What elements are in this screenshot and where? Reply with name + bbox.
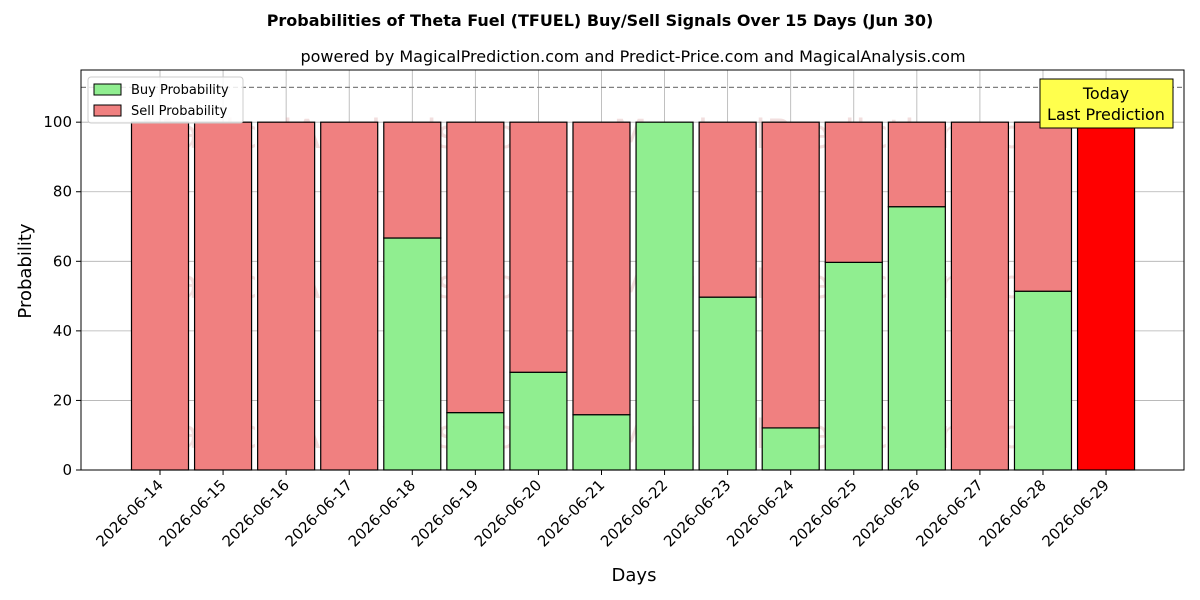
bar-buy [635,121,694,471]
y-tick-label: 80 [53,183,72,201]
legend-box [87,76,244,124]
legend: Buy Probability Sell Probability [87,76,244,124]
annotation-box [1039,78,1174,129]
legend-label: Buy Probability [131,83,229,98]
bar-sell [824,121,883,263]
bar-sell [1013,121,1073,292]
bar-sell [509,121,568,373]
bar-buy [761,427,820,471]
y-axis: 0 20 40 60 80 100 [43,113,81,479]
legend-swatch [93,83,122,96]
bar-buy [572,414,631,471]
bar-sell [257,121,316,471]
bar-sell [383,121,442,239]
y-tick-label: 60 [53,252,72,270]
today-annotation: Today Last Prediction [1039,78,1174,129]
bar-sell [130,121,190,471]
bar-buy [887,206,946,471]
bar-sell [761,121,820,429]
y-tick-label: 0 [62,461,72,479]
bar-buy [383,237,442,471]
bar-sell [572,121,631,416]
bar-sell [446,121,505,414]
bar-sell [320,121,379,471]
chart-subtitle: powered by MagicalPrediction.com and Pre… [300,47,965,66]
annotation-text: Last Prediction [1047,105,1165,124]
y-tick-label: 20 [53,391,72,409]
bar-sell [698,121,757,298]
bar-sell [950,121,1010,471]
bars [130,121,1136,471]
bar-buy [509,371,568,471]
legend-swatch [93,104,122,117]
y-tick-label: 100 [43,113,72,131]
bar-sell [1076,121,1136,471]
bar-sell [193,121,253,471]
annotation-text: Today [1082,84,1129,103]
plot-frame [80,69,1185,471]
bar-buy [446,412,505,471]
y-tick-label: 40 [53,322,72,340]
bar-sell [887,121,946,208]
bar-buy [698,296,757,471]
x-axis-label: Days [612,565,657,586]
bar-buy [1013,290,1073,471]
chart-title: Probabilities of Theta Fuel (TFUEL) Buy/… [267,11,934,30]
y-axis-label: Probability [15,223,36,318]
bar-buy [824,261,883,471]
legend-label: Sell Probability [131,104,228,119]
